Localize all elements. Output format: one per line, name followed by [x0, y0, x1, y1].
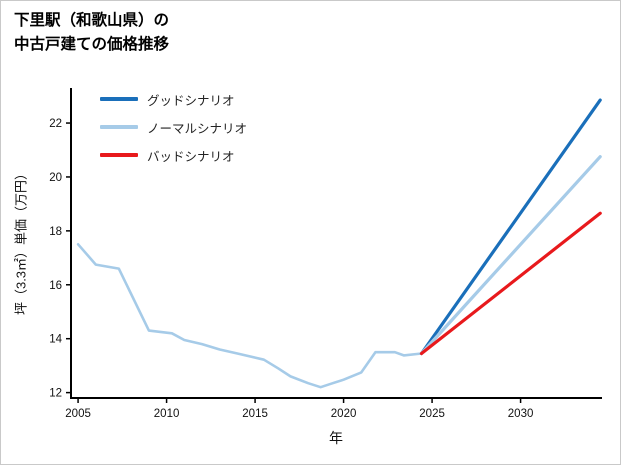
y-tick-label: 20 — [49, 172, 62, 184]
legend-item-bad-scenario: バッドシナリオ — [100, 146, 247, 164]
legend-item-normal-scenario: ノーマルシナリオ — [100, 118, 247, 136]
x-tick-label: 2025 — [419, 408, 445, 420]
legend-line-good-scenario — [100, 97, 138, 101]
y-tick-label: 14 — [49, 334, 62, 346]
page-title-line1: 下里駅（和歌山県）の — [14, 12, 170, 29]
axis-spines — [70, 88, 602, 399]
legend-line-normal-scenario — [100, 125, 138, 129]
y-tick-label: 22 — [49, 118, 62, 130]
page-title: 下里駅（和歌山県）の 中古戸建ての価格推移 — [14, 9, 169, 57]
legend-label-good-scenario: グッドシナリオ — [147, 93, 235, 108]
page-title-line2: 中古戸建ての価格推移 — [14, 36, 170, 54]
y-axis-label: 坪（3.3㎡）単価（万円） — [13, 166, 29, 316]
x-tick-label: 2010 — [154, 408, 180, 420]
legend-item-good-scenario: グッドシナリオ — [100, 90, 247, 108]
series-good-scenario — [419, 98, 602, 356]
legend-line-bad-scenario — [100, 153, 138, 157]
series-historical — [76, 243, 423, 389]
price-trend-chart: 2005 2010 2015 2020 2025 2030 12 14 16 18 20 22 — [49, 88, 602, 420]
legend-label-normal-scenario: ノーマルシナリオ — [147, 121, 248, 136]
x-tick-label: 2030 — [508, 408, 534, 420]
legend-label-bad-scenario: バッドシナリオ — [147, 149, 235, 164]
x-tick-label: 2005 — [65, 408, 91, 420]
x-tick-label: 2020 — [331, 408, 357, 420]
legend: グッドシナリオ ノーマルシナリオ バッドシナリオ — [100, 90, 247, 174]
y-tick-label: 12 — [49, 388, 62, 400]
x-tick-label: 2015 — [242, 408, 268, 420]
y-tick-label: 18 — [49, 226, 62, 238]
y-tick-label: 16 — [49, 280, 62, 292]
series-normal-scenario — [419, 155, 602, 356]
series-bad-scenario — [419, 211, 602, 356]
x-axis-label: 年 — [329, 430, 343, 446]
